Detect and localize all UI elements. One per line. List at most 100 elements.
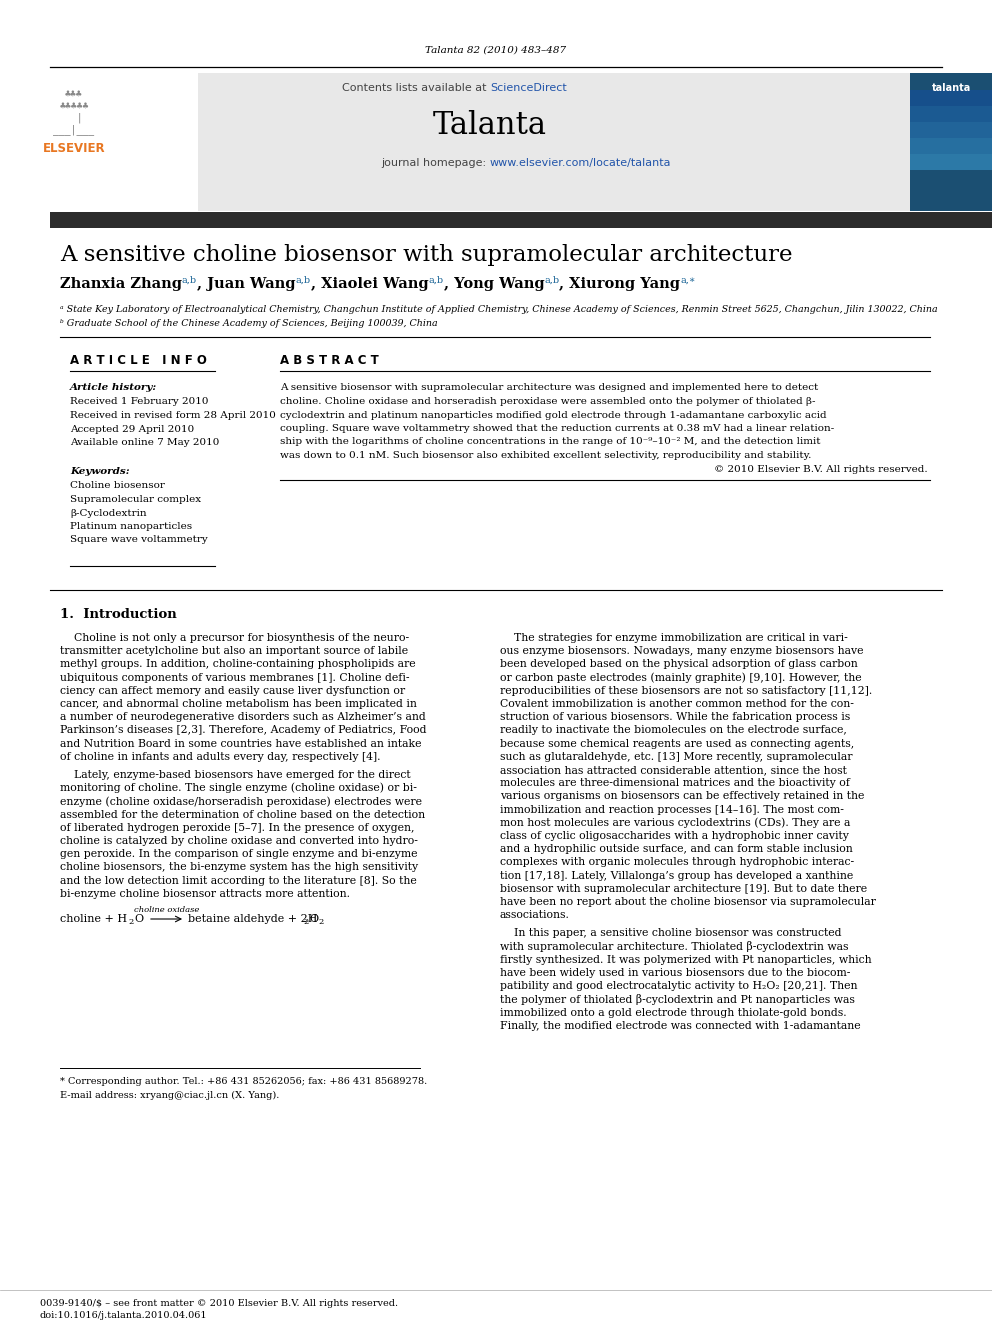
Text: Finally, the modified electrode was connected with 1-adamantane: Finally, the modified electrode was conn… [500,1021,861,1031]
Text: Lately, enzyme-based biosensors have emerged for the direct: Lately, enzyme-based biosensors have eme… [60,770,411,781]
Text: Received 1 February 2010: Received 1 February 2010 [70,397,208,406]
Text: the polymer of thiolated β-cyclodextrin and Pt nanoparticles was: the polymer of thiolated β-cyclodextrin … [500,994,855,1005]
Text: In this paper, a sensitive choline biosensor was constructed: In this paper, a sensitive choline biose… [500,929,841,938]
Text: tion [17,18]. Lately, Villalonga’s group has developed a xanthine: tion [17,18]. Lately, Villalonga’s group… [500,871,853,881]
Text: choline oxidase: choline oxidase [134,906,199,914]
Text: O: O [309,914,318,923]
Bar [50,212,992,228]
Text: ubiquitous components of various membranes [1]. Choline defi-: ubiquitous components of various membran… [60,672,410,683]
Text: Parkinson’s diseases [2,3]. Therefore, Academy of Pediatrics, Food: Parkinson’s diseases [2,3]. Therefore, A… [60,725,427,736]
Text: because some chemical reagents are used as connecting agents,: because some chemical reagents are used … [500,738,854,749]
Text: transmitter acetylcholine but also an important source of labile: transmitter acetylcholine but also an im… [60,646,408,656]
Text: © 2010 Elsevier B.V. All rights reserved.: © 2010 Elsevier B.V. All rights reserved… [714,464,928,474]
Text: associations.: associations. [500,910,569,921]
Text: journal homepage:: journal homepage: [381,157,490,168]
Text: betaine aldehyde + 2H: betaine aldehyde + 2H [188,914,317,923]
Text: 2: 2 [128,918,133,926]
Text: , Yong Wang: , Yong Wang [443,277,545,291]
Text: Article history:: Article history: [70,384,158,393]
Text: reproducibilities of these biosensors are not so satisfactory [11,12].: reproducibilities of these biosensors ar… [500,685,872,696]
Bar [910,90,992,106]
Text: Available online 7 May 2010: Available online 7 May 2010 [70,438,219,447]
Text: various organisms on biosensors can be effectively retained in the: various organisms on biosensors can be e… [500,791,864,802]
Text: talanta: talanta [931,83,970,93]
Text: Received in revised form 28 April 2010: Received in revised form 28 April 2010 [70,411,276,419]
Text: bi-enzyme choline biosensor attracts more attention.: bi-enzyme choline biosensor attracts mor… [60,889,350,898]
Text: struction of various biosensors. While the fabrication process is: struction of various biosensors. While t… [500,712,850,722]
Text: readily to inactivate the biomolecules on the electrode surface,: readily to inactivate the biomolecules o… [500,725,847,736]
Text: ᵃ State Key Laboratory of Electroanalytical Chemistry, Changchun Institute of Ap: ᵃ State Key Laboratory of Electroanalyti… [60,306,937,315]
Text: ScienceDirect: ScienceDirect [490,83,566,93]
Text: choline is catalyzed by choline oxidase and converted into hydro-: choline is catalyzed by choline oxidase … [60,836,418,845]
Text: 0039-9140/$ – see front matter © 2010 Elsevier B.V. All rights reserved.: 0039-9140/$ – see front matter © 2010 El… [40,1298,398,1307]
Bar [910,106,992,122]
Text: ᵇ Graduate School of the Chinese Academy of Sciences, Beijing 100039, China: ᵇ Graduate School of the Chinese Academy… [60,319,437,328]
Text: E-mail address: xryang@ciac.jl.cn (X. Yang).: E-mail address: xryang@ciac.jl.cn (X. Ya… [60,1090,280,1099]
Bar [910,122,992,138]
Text: 1.  Introduction: 1. Introduction [60,607,177,620]
Text: Zhanxia Zhang: Zhanxia Zhang [60,277,182,291]
Text: a number of neurodegenerative disorders such as Alzheimer’s and: a number of neurodegenerative disorders … [60,712,426,722]
Text: A sensitive biosensor with supramolecular architecture was designed and implemen: A sensitive biosensor with supramolecula… [280,384,818,393]
Bar [910,73,992,210]
Text: of choline in infants and adults every day, respectively [4].: of choline in infants and adults every d… [60,751,381,762]
Text: have been widely used in various biosensors due to the biocom-: have been widely used in various biosens… [500,968,850,978]
Text: β-Cyclodextrin: β-Cyclodextrin [70,508,147,517]
Text: of liberated hydrogen peroxide [5–7]. In the presence of oxygen,: of liberated hydrogen peroxide [5–7]. In… [60,823,415,832]
Text: Talanta: Talanta [433,110,547,140]
Text: cancer, and abnormal choline metabolism has been implicated in: cancer, and abnormal choline metabolism … [60,699,417,709]
Text: A R T I C L E   I N F O: A R T I C L E I N F O [70,353,207,366]
Text: Platinum nanoparticles: Platinum nanoparticles [70,523,192,531]
Text: gen peroxide. In the comparison of single enzyme and bi-enzyme: gen peroxide. In the comparison of singl… [60,849,418,859]
Text: assembled for the determination of choline based on the detection: assembled for the determination of choli… [60,810,426,820]
Text: choline biosensors, the bi-enzyme system has the high sensitivity: choline biosensors, the bi-enzyme system… [60,863,418,872]
Text: O: O [134,914,143,923]
Text: Talanta 82 (2010) 483–487: Talanta 82 (2010) 483–487 [426,45,566,54]
Text: Choline is not only a precursor for biosynthesis of the neuro-: Choline is not only a precursor for bios… [60,632,409,643]
Text: was down to 0.1 nM. Such biosensor also exhibited excellent selectivity, reprodu: was down to 0.1 nM. Such biosensor also … [280,451,811,460]
Text: firstly synthesized. It was polymerized with Pt nanoparticles, which: firstly synthesized. It was polymerized … [500,955,872,964]
Text: A B S T R A C T: A B S T R A C T [280,353,379,366]
Text: The strategies for enzyme immobilization are critical in vari-: The strategies for enzyme immobilization… [500,632,848,643]
Text: and the low detection limit according to the literature [8]. So the: and the low detection limit according to… [60,876,417,885]
Text: with supramolecular architecture. Thiolated β-cyclodextrin was: with supramolecular architecture. Thiola… [500,941,848,953]
Text: www.elsevier.com/locate/talanta: www.elsevier.com/locate/talanta [490,157,672,168]
Text: Supramolecular complex: Supramolecular complex [70,495,201,504]
Text: , Juan Wang: , Juan Wang [197,277,296,291]
Text: class of cyclic oligosaccharides with a hydrophobic inner cavity: class of cyclic oligosaccharides with a … [500,831,849,841]
Text: choline + H: choline + H [60,914,127,923]
Bar [50,73,198,210]
Text: A sensitive choline biosensor with supramolecular architecture: A sensitive choline biosensor with supra… [60,243,793,266]
Text: association has attracted considerable attention, since the host: association has attracted considerable a… [500,765,847,775]
Text: molecules are three-dimensional matrices and the bioactivity of: molecules are three-dimensional matrices… [500,778,850,789]
Text: a,b: a,b [296,277,310,284]
Text: immobilization and reaction processes [14–16]. The most com-: immobilization and reaction processes [1… [500,804,844,815]
Text: enzyme (choline oxidase/horseradish peroxidase) electrodes were: enzyme (choline oxidase/horseradish pero… [60,796,422,807]
Text: , Xiaolei Wang: , Xiaolei Wang [310,277,429,291]
Text: Contents lists available at: Contents lists available at [342,83,490,93]
Text: ELSEVIER: ELSEVIER [43,142,105,155]
Text: patibility and good electrocatalytic activity to H₂O₂ [20,21]. Then: patibility and good electrocatalytic act… [500,982,857,991]
Text: ciency can affect memory and easily cause liver dysfunction or: ciency can affect memory and easily caus… [60,685,405,696]
Text: monitoring of choline. The single enzyme (choline oxidase) or bi-: monitoring of choline. The single enzyme… [60,783,417,794]
Text: complexes with organic molecules through hydrophobic interac-: complexes with organic molecules through… [500,857,854,868]
Text: a,b: a,b [545,277,559,284]
Text: a,∗: a,∗ [681,277,695,284]
Bar [50,73,910,210]
Text: ♣♣♣
♣♣♣♣♣
  |
___|___: ♣♣♣ ♣♣♣♣♣ | ___|___ [54,89,94,135]
Text: Covalent immobilization is another common method for the con-: Covalent immobilization is another commo… [500,699,854,709]
Text: biosensor with supramolecular architecture [19]. But to date there: biosensor with supramolecular architectu… [500,884,867,894]
Text: Keywords:: Keywords: [70,467,130,476]
Text: have been no report about the choline biosensor via supramolecular: have been no report about the choline bi… [500,897,876,908]
Text: been developed based on the physical adsorption of glass carbon: been developed based on the physical ads… [500,659,858,669]
Bar [910,138,992,153]
Text: * Corresponding author. Tel.: +86 431 85262056; fax: +86 431 85689278.: * Corresponding author. Tel.: +86 431 85… [60,1077,428,1086]
Text: , Xiurong Yang: , Xiurong Yang [559,277,681,291]
Text: and a hydrophilic outside surface, and can form stable inclusion: and a hydrophilic outside surface, and c… [500,844,853,855]
Text: and Nutrition Board in some countries have established an intake: and Nutrition Board in some countries ha… [60,738,422,749]
Text: methyl groups. In addition, choline-containing phospholipids are: methyl groups. In addition, choline-cont… [60,659,416,669]
Text: doi:10.1016/j.talanta.2010.04.061: doi:10.1016/j.talanta.2010.04.061 [40,1311,207,1319]
Text: a,b: a,b [182,277,197,284]
Text: a,b: a,b [429,277,443,284]
Text: 2: 2 [303,918,309,926]
